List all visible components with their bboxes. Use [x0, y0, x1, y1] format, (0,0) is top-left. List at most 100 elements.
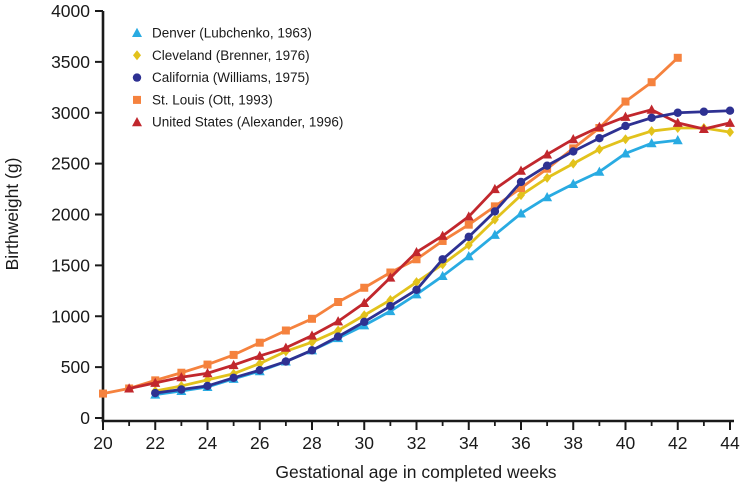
data-point-california — [203, 381, 212, 391]
data-point-united-states — [202, 368, 213, 378]
data-point-st-louis — [360, 283, 369, 292]
data-point-united-states — [542, 149, 553, 159]
data-point-california — [516, 177, 526, 187]
data-point-st-louis — [673, 53, 682, 62]
data-point-united-states — [568, 134, 579, 144]
legend-label-st-louis: St. Louis (Ott, 1993) — [152, 92, 273, 107]
data-point-united-states — [254, 350, 265, 360]
data-point-cleveland — [412, 277, 421, 288]
y-tick-label: 1500 — [51, 255, 90, 275]
legend-label-california: California (Williams, 1975) — [152, 70, 310, 85]
data-point-california — [307, 346, 317, 355]
data-point-st-louis — [621, 97, 630, 106]
x-tick-label: 28 — [302, 433, 321, 453]
x-tick-label: 30 — [355, 433, 375, 453]
square-legend-icon-st-louis — [133, 95, 141, 104]
y-tick-label: 2000 — [51, 205, 90, 225]
data-point-st-louis — [203, 360, 212, 369]
data-point-united-states — [594, 121, 605, 131]
y-tick-label: 3500 — [51, 52, 90, 72]
data-point-denver — [568, 178, 579, 188]
data-point-cleveland — [595, 144, 604, 155]
data-point-cleveland — [360, 310, 369, 321]
data-point-united-states — [124, 383, 135, 393]
series-layer — [99, 53, 735, 399]
data-point-united-states — [176, 372, 187, 382]
circle-legend-icon-california — [132, 73, 142, 82]
x-tick-label: 40 — [616, 433, 636, 453]
data-point-california — [255, 365, 264, 375]
data-point-cleveland — [464, 240, 473, 251]
data-point-california — [490, 207, 500, 216]
data-point-cleveland — [621, 134, 630, 145]
data-point-united-states — [463, 211, 474, 221]
data-point-california — [673, 108, 682, 117]
data-point-california — [542, 161, 552, 170]
data-point-denver — [516, 208, 526, 218]
data-point-united-states — [150, 377, 161, 387]
data-point-st-louis — [334, 298, 343, 307]
data-point-united-states — [280, 342, 291, 352]
data-point-denver — [489, 229, 500, 239]
legend: Denver (Lubchenko, 1963) Cleveland (Brenn… — [132, 26, 343, 130]
series-line-united-states — [127, 108, 732, 390]
data-point-cleveland — [543, 172, 552, 183]
data-point-california — [699, 107, 709, 116]
data-point-california — [229, 373, 238, 383]
y-tick-label: 4000 — [51, 1, 90, 21]
x-tick-label: 38 — [564, 433, 583, 453]
data-point-california — [569, 147, 578, 156]
x-tick-label: 22 — [146, 433, 165, 453]
data-point-california — [725, 106, 735, 115]
data-point-united-states — [646, 104, 657, 114]
data-point-united-states — [307, 330, 317, 340]
data-point-united-states — [672, 117, 683, 127]
legend-label-united-states: United States (Alexander, 1996) — [152, 115, 343, 130]
x-tick-label: 42 — [668, 433, 687, 453]
data-point-united-states — [516, 165, 526, 175]
y-tick-label: 3000 — [51, 103, 90, 123]
data-point-california — [177, 385, 186, 394]
data-point-united-states — [437, 230, 448, 240]
x-axis-title: Gestational age in completed weeks — [275, 462, 556, 482]
legend-item-st-louis: St. Louis (Ott, 1993) — [133, 92, 273, 107]
data-point-california — [647, 113, 656, 123]
series-line-st-louis — [101, 56, 680, 395]
data-point-st-louis — [517, 184, 525, 193]
data-point-united-states — [228, 359, 239, 370]
data-point-united-states — [725, 117, 735, 127]
axes: 0 500 1000 1500 2000 2500 3000 3500 4000 20 22 24 26… — [51, 1, 740, 453]
data-point-st-louis — [281, 326, 290, 335]
x-tick-label: 24 — [198, 433, 218, 453]
series-united-states — [124, 104, 735, 393]
data-point-cleveland — [569, 158, 578, 169]
data-point-denver — [620, 148, 631, 158]
series-denver — [150, 135, 683, 399]
legend-item-california: California (Williams, 1975) — [132, 70, 310, 85]
x-tick-label: 36 — [511, 433, 530, 453]
data-point-denver — [542, 192, 553, 202]
triangle-legend-icon-denver — [132, 27, 142, 37]
data-point-california — [333, 332, 343, 341]
data-point-united-states — [333, 316, 344, 326]
y-axis-title: Birthweight (g) — [2, 158, 22, 271]
data-point-california — [595, 133, 604, 143]
data-point-st-louis — [99, 389, 107, 398]
data-point-california — [360, 317, 369, 327]
data-point-united-states — [385, 272, 396, 282]
data-point-st-louis — [412, 255, 421, 264]
data-point-denver — [672, 135, 683, 145]
data-point-cleveland — [308, 337, 316, 348]
data-point-st-louis — [647, 78, 656, 87]
x-tick-label: 34 — [459, 433, 479, 453]
data-point-st-louis — [229, 350, 238, 359]
x-tick-label: 32 — [407, 433, 426, 453]
diamond-legend-icon-cleveland — [133, 50, 141, 61]
data-point-denver — [463, 251, 474, 261]
data-point-california — [386, 301, 395, 311]
data-point-cleveland — [517, 190, 525, 201]
data-point-denver — [646, 138, 657, 148]
data-point-cleveland — [726, 127, 734, 138]
data-point-california — [621, 121, 630, 131]
